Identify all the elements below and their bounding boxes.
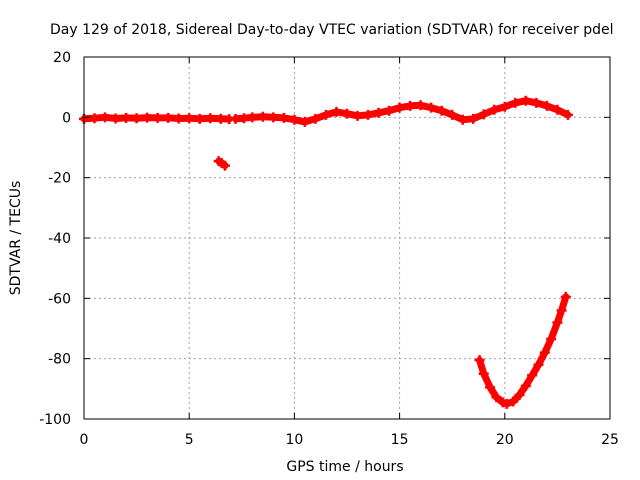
data-point <box>541 100 552 111</box>
data-point <box>268 112 279 123</box>
data-point <box>352 110 363 121</box>
data-point <box>546 334 557 345</box>
data-point <box>230 113 241 124</box>
data-point <box>562 109 573 120</box>
data-series <box>230 95 573 127</box>
data-point <box>560 291 571 302</box>
data-point <box>194 113 205 124</box>
data-point <box>310 113 321 124</box>
data-point <box>238 113 249 124</box>
y-tick-label: -100 <box>39 412 71 428</box>
data-point <box>247 112 258 123</box>
data-point <box>426 102 437 113</box>
data-point <box>510 97 521 108</box>
data-point <box>457 114 468 125</box>
data-series <box>474 291 571 409</box>
data-point <box>384 105 395 116</box>
data-point <box>436 105 447 116</box>
data-point <box>533 359 544 370</box>
data-point <box>405 100 416 111</box>
data-point <box>539 347 550 358</box>
data-point <box>394 102 405 113</box>
y-tick-label: -40 <box>48 231 71 247</box>
data-point <box>320 109 331 120</box>
data-series <box>79 112 235 125</box>
data-point <box>110 113 121 124</box>
axis-ticks: 0 5 10 15 20 25 -100 -80 -60 -40 -20 0 20 <box>39 50 619 448</box>
data-point <box>478 368 489 379</box>
x-tick-label: 5 <box>185 432 194 448</box>
data-point <box>520 95 531 106</box>
data-point <box>447 109 458 120</box>
data-point <box>163 112 174 123</box>
data-point <box>552 317 563 328</box>
data-series <box>213 156 230 171</box>
data-points <box>79 95 573 409</box>
data-point <box>556 305 567 316</box>
data-point <box>257 111 268 122</box>
data-point <box>131 113 142 124</box>
data-point <box>520 380 531 391</box>
x-tick-label: 0 <box>80 432 89 448</box>
x-tick-label: 20 <box>496 432 514 448</box>
data-point <box>478 109 489 120</box>
data-point <box>219 160 230 171</box>
chart-title: Day 129 of 2018, Sidereal Day-to-day VTE… <box>50 22 614 38</box>
y-tick-label: -60 <box>48 291 71 307</box>
x-tick-label: 15 <box>391 432 409 448</box>
data-point <box>289 114 300 125</box>
y-tick-label: -80 <box>48 352 71 368</box>
data-point <box>485 382 496 393</box>
data-point <box>363 109 374 120</box>
data-point <box>173 113 184 124</box>
data-point <box>100 112 111 123</box>
data-point <box>468 113 479 124</box>
data-point <box>342 108 352 119</box>
data-point <box>373 107 384 118</box>
data-point <box>205 113 216 124</box>
data-point <box>501 398 512 409</box>
data-point <box>331 106 342 117</box>
data-point <box>278 112 289 123</box>
data-point <box>552 104 563 115</box>
data-point <box>491 392 502 403</box>
y-tick-label: 0 <box>62 110 71 126</box>
data-point <box>152 112 163 123</box>
data-point <box>508 396 519 407</box>
x-tick-label: 25 <box>601 432 619 448</box>
x-axis-label: GPS time / hours <box>286 459 403 475</box>
data-point <box>474 355 485 366</box>
data-point <box>142 112 153 123</box>
data-point <box>489 104 500 115</box>
x-tick-label: 10 <box>285 432 303 448</box>
data-point <box>415 100 426 111</box>
data-point <box>184 113 195 124</box>
data-point <box>514 389 525 400</box>
data-point <box>121 112 132 123</box>
data-point <box>527 370 538 381</box>
data-point <box>499 101 510 112</box>
y-tick-label: 20 <box>53 50 71 66</box>
data-point <box>215 113 226 124</box>
y-tick-label: -20 <box>48 171 71 187</box>
data-point <box>299 116 310 127</box>
y-axis-label: SDTVAR / TECUs <box>8 181 24 296</box>
data-point <box>89 113 100 124</box>
data-point <box>531 97 542 108</box>
series-band <box>476 293 570 408</box>
